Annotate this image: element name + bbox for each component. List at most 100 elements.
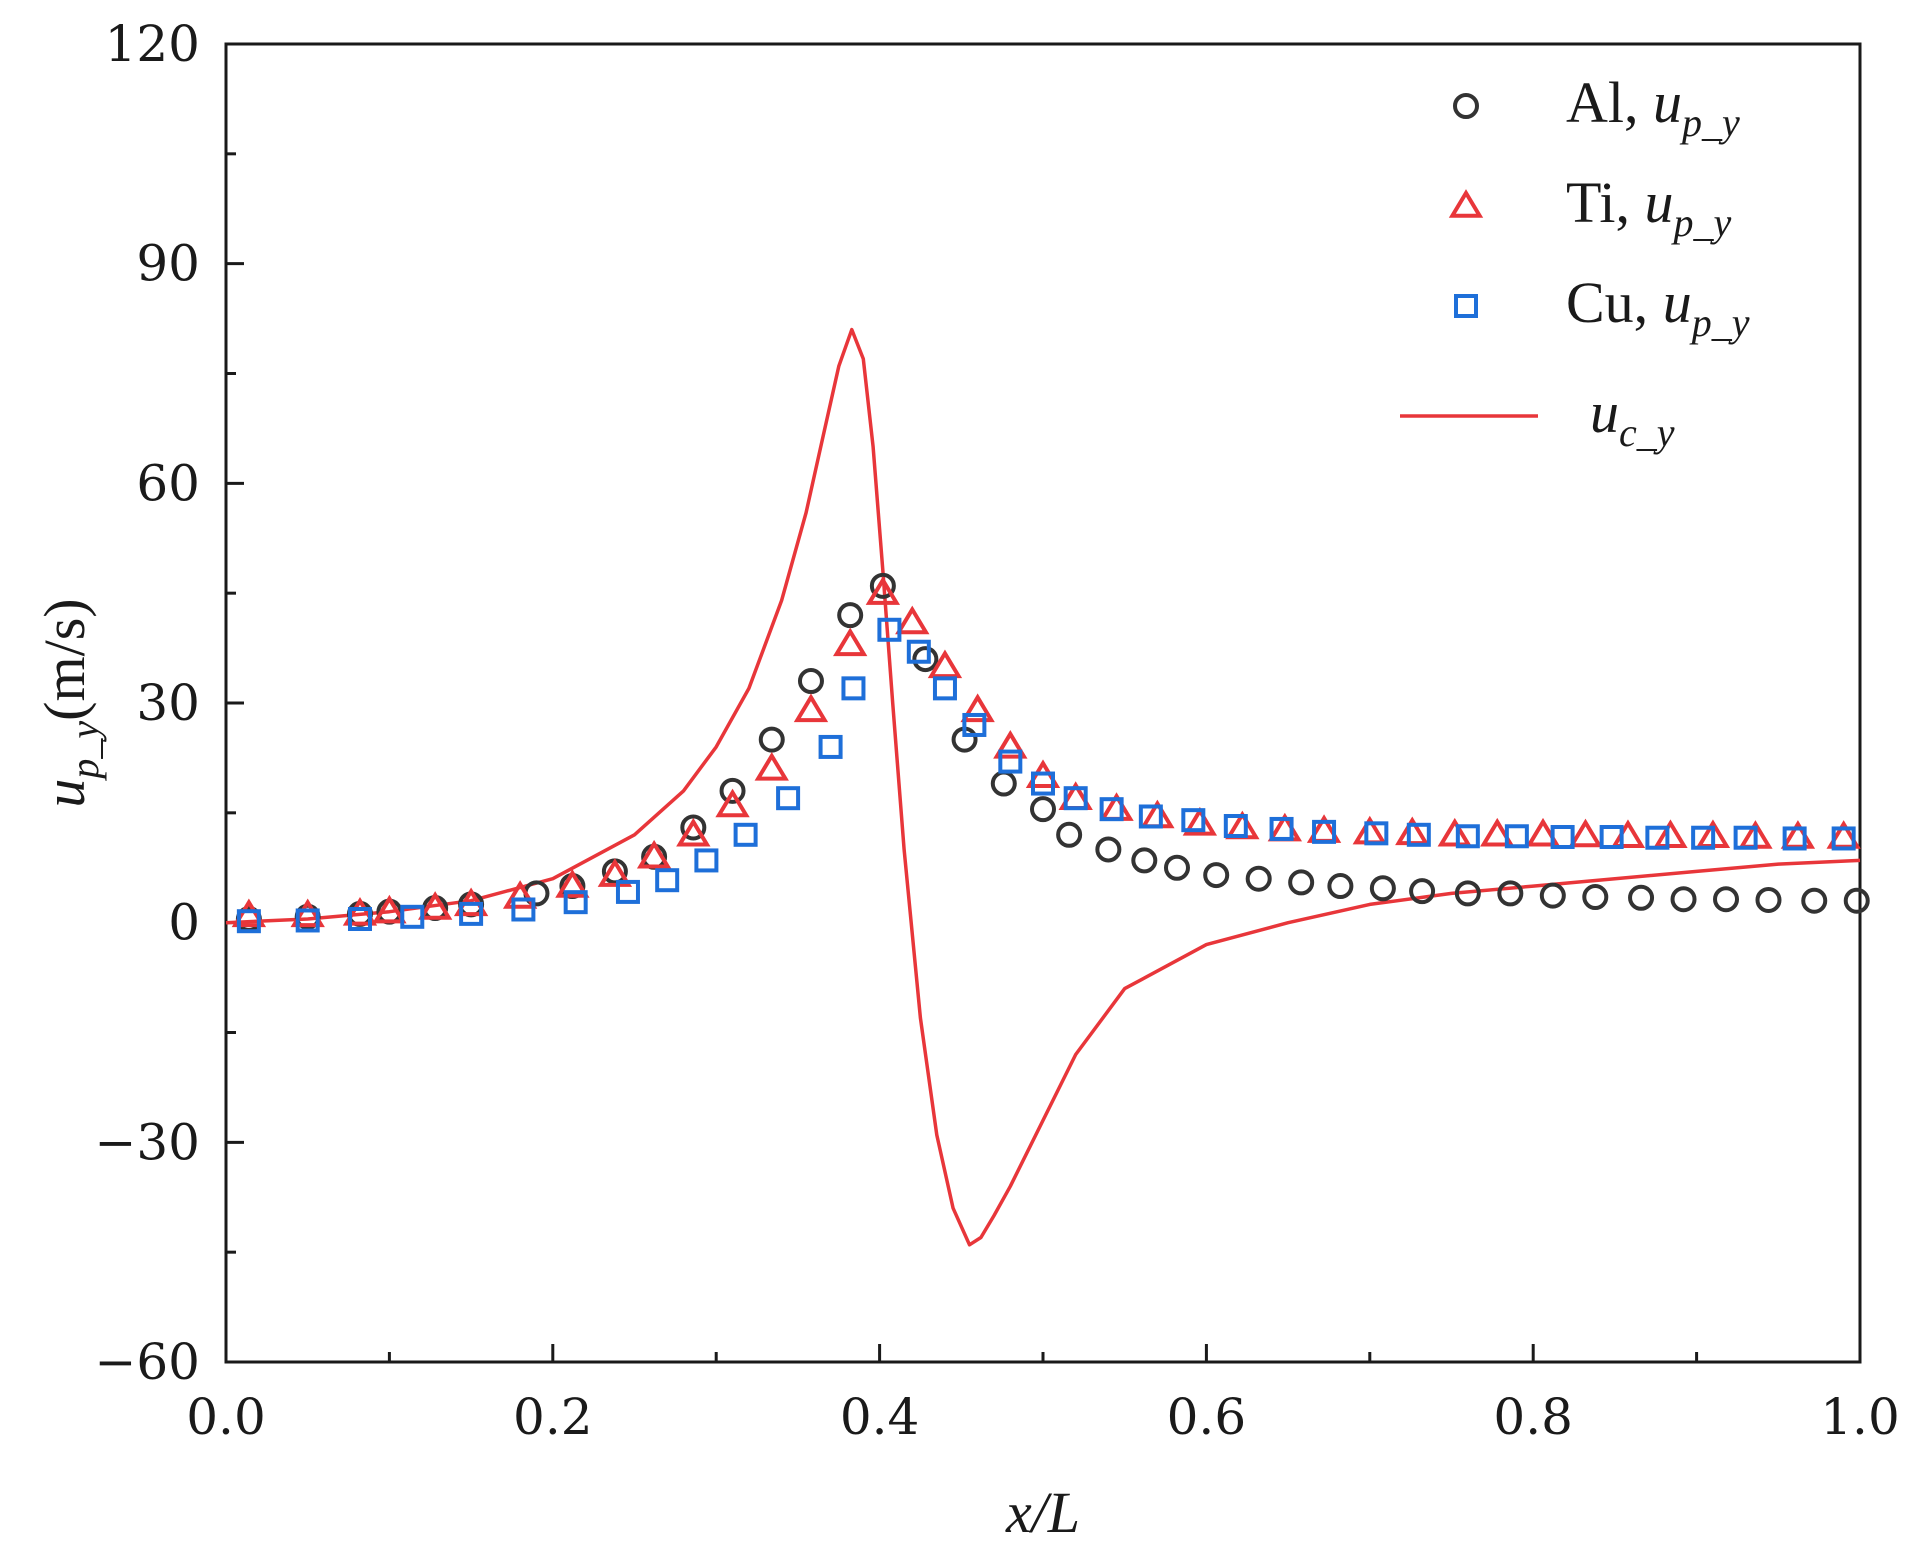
data-point-square bbox=[906, 639, 931, 664]
data-point-square bbox=[1645, 825, 1670, 850]
data-point-square bbox=[1406, 822, 1431, 847]
data-point-triangle bbox=[1525, 817, 1561, 847]
plot-frame bbox=[224, 42, 1862, 1364]
x-tick-label: 0.2 bbox=[513, 1388, 593, 1446]
data-point-square bbox=[1063, 786, 1088, 811]
y-tick-label: 90 bbox=[136, 235, 200, 293]
data-point-triangle bbox=[676, 817, 711, 847]
data-point-square bbox=[1269, 816, 1294, 841]
data-point-triangle bbox=[290, 898, 325, 928]
data-point-circle bbox=[1131, 847, 1158, 874]
data-point-square bbox=[511, 897, 536, 922]
data-point-square bbox=[347, 907, 372, 932]
data-point-square bbox=[1550, 824, 1575, 849]
data-point-square bbox=[236, 909, 261, 934]
data-point-square bbox=[1031, 771, 1055, 796]
x-tick-label: 1.0 bbox=[1820, 1388, 1900, 1446]
legend-symbol-triangle bbox=[1448, 189, 1484, 218]
data-point-circle bbox=[1843, 887, 1870, 914]
data-point-square bbox=[1831, 826, 1856, 851]
data-point-circle bbox=[1369, 875, 1396, 902]
data-marks bbox=[225, 327, 1870, 1247]
data-point-square bbox=[1099, 797, 1124, 822]
data-point-circle bbox=[990, 770, 1017, 797]
data-point-triangle bbox=[865, 576, 901, 605]
data-point-square bbox=[1181, 808, 1206, 833]
legend-symbol-circle bbox=[1453, 93, 1479, 119]
data-point-circle bbox=[1030, 796, 1056, 823]
data-point-triangle bbox=[1437, 817, 1472, 847]
data-point-square bbox=[776, 786, 801, 811]
data-point-circle bbox=[1327, 873, 1354, 900]
data-point-circle bbox=[912, 646, 939, 673]
data-point-triangle bbox=[342, 896, 378, 926]
data-point-circle bbox=[1670, 886, 1697, 913]
data-point-triangle bbox=[417, 891, 453, 920]
data-point-circle bbox=[1288, 869, 1315, 896]
data-point-square bbox=[841, 676, 866, 701]
data-point-square bbox=[615, 879, 640, 904]
data-point-triangle bbox=[1182, 806, 1218, 836]
data-point-triangle bbox=[597, 858, 633, 887]
data-point-triangle bbox=[927, 649, 963, 679]
tick-labels: 0.0 0.2 0.4 0.6 0.8 1.0 −60 −30 0 30 60 90 120 bbox=[94, 15, 1899, 1446]
legend: Al, up_y Ti, up_y Cu, up_y uc_y bbox=[1400, 70, 1750, 455]
data-point-circle bbox=[1539, 882, 1566, 909]
data-point-square bbox=[459, 901, 484, 926]
data-point-square bbox=[1364, 821, 1389, 846]
legend-label: Ti, up_y bbox=[1566, 170, 1732, 245]
data-point-square bbox=[1504, 824, 1529, 849]
data-point-square bbox=[1223, 814, 1248, 839]
axis-ticks bbox=[224, 42, 1862, 1364]
data-point-triangle bbox=[833, 627, 868, 657]
data-point-triangle bbox=[1568, 818, 1603, 848]
y-tick-label: 0 bbox=[168, 894, 200, 952]
x-tick-label: 0.0 bbox=[186, 1388, 266, 1446]
y-axis-title: up_y(m/s) bbox=[32, 598, 107, 807]
data-point-triangle bbox=[372, 894, 407, 924]
data-point-triangle bbox=[1653, 819, 1688, 849]
x-tick-label: 0.6 bbox=[1167, 1388, 1247, 1446]
data-point-square bbox=[655, 868, 680, 893]
data-point-circle bbox=[797, 668, 824, 695]
data-point-triangle bbox=[993, 730, 1028, 759]
data-point-square bbox=[932, 676, 957, 701]
legend-label: Al, up_y bbox=[1566, 70, 1740, 145]
data-point-square bbox=[694, 848, 719, 873]
x-tick-label: 0.8 bbox=[1493, 1388, 1573, 1446]
data-point-square bbox=[295, 908, 320, 933]
legend-label: Cu, up_y bbox=[1566, 270, 1750, 345]
data-point-square bbox=[1782, 826, 1807, 851]
data-point-square bbox=[962, 712, 987, 737]
data-point-circle bbox=[1203, 862, 1230, 889]
data-point-circle bbox=[1801, 887, 1828, 914]
data-point-triangle bbox=[231, 898, 267, 928]
data-point-circle bbox=[1095, 836, 1122, 863]
data-point-square bbox=[1138, 804, 1163, 829]
data-point-square bbox=[1312, 819, 1337, 844]
data-point-circle bbox=[1245, 865, 1272, 892]
series-line-3 bbox=[225, 327, 1861, 1247]
data-point-triangle bbox=[1480, 817, 1515, 847]
data-point-square bbox=[998, 749, 1023, 774]
data-point-square bbox=[563, 890, 588, 915]
x-axis-title: x/L bbox=[1005, 1480, 1080, 1545]
y-tick-label: 120 bbox=[105, 15, 200, 73]
data-point-square bbox=[1691, 825, 1716, 850]
data-point-circle bbox=[837, 602, 864, 629]
data-point-circle bbox=[1454, 880, 1481, 907]
data-point-triangle bbox=[636, 839, 672, 869]
data-point-triangle bbox=[895, 605, 930, 635]
data-point-circle bbox=[1755, 886, 1782, 913]
data-point-circle bbox=[1163, 854, 1190, 881]
data-point-square bbox=[733, 822, 758, 847]
data-point-square bbox=[1599, 824, 1624, 849]
legend-label: uc_y bbox=[1590, 380, 1675, 455]
y-tick-label: −60 bbox=[94, 1333, 200, 1391]
legend-symbol-square bbox=[1454, 294, 1478, 318]
data-point-triangle bbox=[793, 693, 829, 723]
x-tick-label: 0.4 bbox=[840, 1388, 920, 1446]
data-point-square bbox=[400, 904, 425, 929]
data-point-square bbox=[1733, 825, 1758, 850]
